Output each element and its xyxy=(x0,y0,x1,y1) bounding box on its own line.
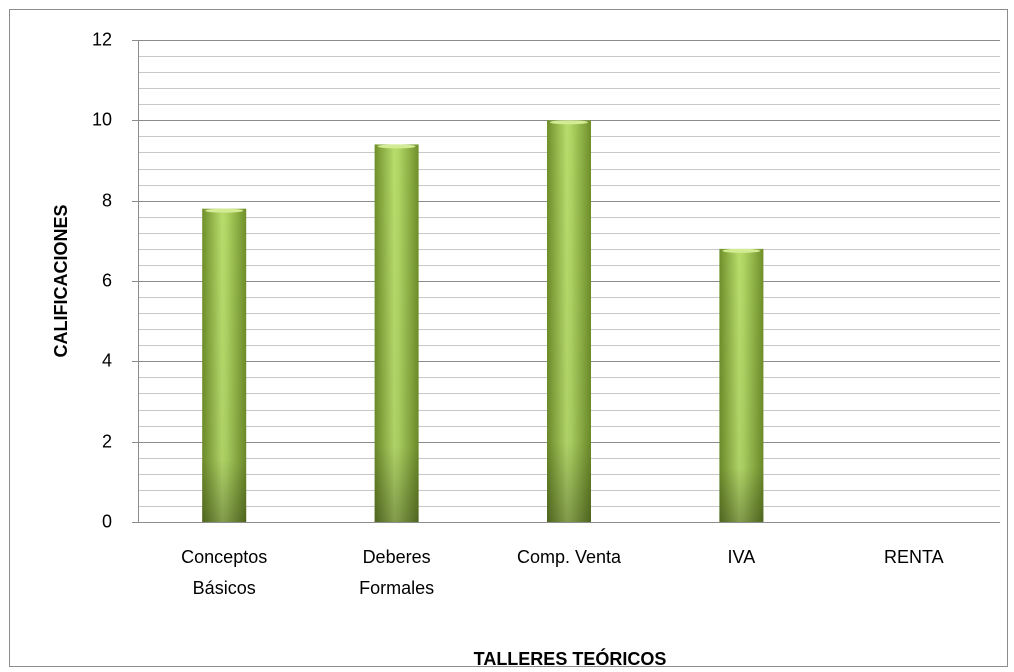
bar-cap xyxy=(377,144,416,149)
x-tick-label: Comp. Venta xyxy=(517,547,622,567)
y-tick-label: 6 xyxy=(102,270,112,290)
bar-cap xyxy=(205,208,244,213)
y-tick-label: 8 xyxy=(102,190,112,210)
y-tick-label: 4 xyxy=(102,350,112,370)
bar-shade xyxy=(719,248,764,522)
bar-shade xyxy=(374,144,419,522)
x-tick-label: RENTA xyxy=(884,547,944,567)
x-tick-label: IVA xyxy=(728,547,756,567)
y-tick-label: 12 xyxy=(92,29,112,49)
x-tick-label: Deberes Formales xyxy=(359,547,434,598)
bar-shade xyxy=(202,208,247,522)
y-tick-label: 2 xyxy=(102,431,112,451)
y-axis-title: CALIFICACIONES xyxy=(51,205,71,358)
bar-group xyxy=(719,248,764,522)
bar-group xyxy=(202,208,247,522)
y-tick-label: 10 xyxy=(92,109,112,129)
chart-frame xyxy=(9,9,1008,667)
bar-shade xyxy=(547,120,591,522)
bar-group xyxy=(374,144,419,522)
x-tick-label: Conceptos Básicos xyxy=(181,547,267,598)
y-tick-label: 0 xyxy=(102,511,112,531)
bar-cap xyxy=(722,248,761,253)
x-axis-title: TALLERES TEÓRICOS xyxy=(474,648,667,669)
bar-cap xyxy=(550,120,588,125)
bar-group xyxy=(547,120,591,522)
